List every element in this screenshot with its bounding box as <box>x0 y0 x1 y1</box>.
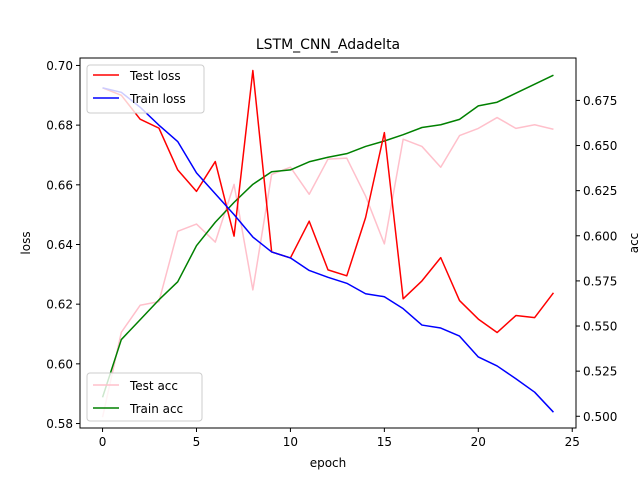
legend-loss: Test loss Train loss <box>86 64 205 114</box>
y-right-tick-label: 0.650 <box>583 139 617 153</box>
y-left-tick-label: 0.60 <box>46 357 73 371</box>
axes-frame <box>79 57 577 429</box>
legend-label-train-loss: Train loss <box>129 92 186 106</box>
y-left-tick-label: 0.66 <box>46 178 73 192</box>
x-tick-label: 25 <box>565 435 580 449</box>
y-right-tick-label: 0.575 <box>583 274 617 288</box>
y-left-tick-label: 0.68 <box>46 119 73 133</box>
plot-area <box>101 69 555 418</box>
y-axis-left: 0.58 0.60 0.62 0.64 0.66 0.68 0.70 <box>46 59 80 431</box>
legend-loss-box <box>86 64 205 114</box>
x-tick-label: 10 <box>283 435 298 449</box>
legend-label-train-acc: Train acc <box>129 402 183 416</box>
y-axis-label-right: acc <box>627 233 640 254</box>
y-left-tick-label: 0.62 <box>46 298 73 312</box>
x-axis: 0 5 10 15 20 25 <box>99 428 580 449</box>
y-left-tick-label: 0.58 <box>46 417 73 431</box>
x-tick-label: 20 <box>471 435 486 449</box>
chart-title: LSTM_CNN_Adadelta <box>256 37 400 53</box>
series-line-test-acc <box>101 116 554 418</box>
y-right-tick-label: 0.550 <box>583 320 617 334</box>
y-right-tick-label: 0.525 <box>583 365 617 379</box>
y-right-tick-label: 0.675 <box>583 94 617 108</box>
y-right-tick-label: 0.600 <box>583 229 617 243</box>
y-axis-right: 0.500 0.525 0.550 0.575 0.600 0.625 0.650 0.675 <box>576 94 617 424</box>
series-line-train-loss <box>102 87 554 413</box>
series-line-train-acc <box>101 74 554 398</box>
legend-acc: Test acc Train acc <box>86 372 203 422</box>
legend-label-test-loss: Test loss <box>129 69 181 83</box>
x-axis-label: epoch <box>310 456 347 470</box>
series-line-test-loss <box>102 69 555 334</box>
y-left-tick-label: 0.64 <box>46 238 73 252</box>
x-tick-label: 15 <box>377 435 392 449</box>
y-right-tick-label: 0.625 <box>583 184 617 198</box>
y-right-tick-label: 0.500 <box>583 410 617 424</box>
x-tick-label: 5 <box>193 435 201 449</box>
x-tick-label: 0 <box>99 435 107 449</box>
y-axis-label-left: loss <box>19 231 33 254</box>
y-left-tick-label: 0.70 <box>46 59 73 73</box>
legend-label-test-acc: Test acc <box>129 379 178 393</box>
